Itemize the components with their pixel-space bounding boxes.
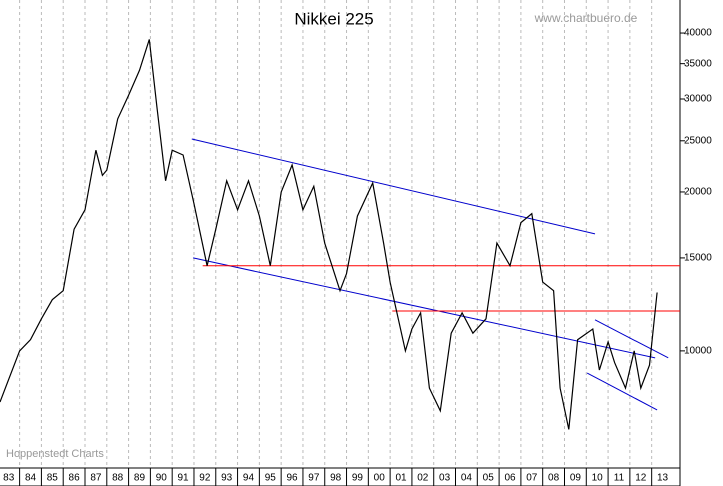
x-tick-label: 95 [265,473,277,484]
trend-line [192,257,656,359]
credit: Hoppenstedt Charts [6,448,104,460]
x-tick-label: 88 [112,473,124,484]
x-tick-label: 83 [3,473,15,484]
x-tick-label: 07 [526,473,538,484]
x-tick-label: 98 [330,473,342,484]
x-tick-label: 89 [134,473,146,484]
y-tick-label: 10000 [684,346,712,357]
x-tick-label: 10 [592,473,604,484]
y-tick-label: 15000 [684,253,712,264]
y-tick-label: 30000 [684,94,712,105]
x-tick-label: 85 [47,473,59,484]
trend-line [586,372,658,411]
x-tick-label: 97 [308,473,320,484]
x-tick-label: 09 [570,473,582,484]
x-tick-label: 02 [417,473,429,484]
x-tick-label: 96 [286,473,298,484]
x-tick-label: 03 [439,473,451,484]
y-tick-label: 35000 [684,58,712,69]
x-tick-label: 87 [90,473,102,484]
y-tick-label: 40000 [684,28,712,39]
trend-line [594,319,669,359]
x-tick-label: 99 [352,473,364,484]
x-tick-label: 12 [635,473,647,484]
x-tick-label: 94 [243,473,255,484]
x-tick-label: 08 [548,473,560,484]
x-tick-label: 06 [504,473,516,484]
y-tick-label: 20000 [684,187,712,198]
x-tick-label: 91 [178,473,190,484]
price-line [0,39,658,430]
source: www.chartbuero.de [534,11,638,25]
x-tick-label: 84 [25,473,37,484]
x-tick-label: 90 [156,473,168,484]
x-tick-label: 93 [221,473,233,484]
x-tick-label: 05 [483,473,495,484]
trend-line [191,138,596,235]
x-tick-label: 92 [199,473,211,484]
y-tick-label: 25000 [684,135,712,146]
x-tick-label: 11 [614,473,625,484]
x-tick-label: 04 [461,473,473,484]
x-tick-label: 00 [374,473,386,484]
x-tick-label: 13 [657,473,669,484]
x-tick-label: 01 [395,473,407,484]
chart-title: Nikkei 225 [294,9,373,28]
x-tick-label: 86 [69,473,81,484]
